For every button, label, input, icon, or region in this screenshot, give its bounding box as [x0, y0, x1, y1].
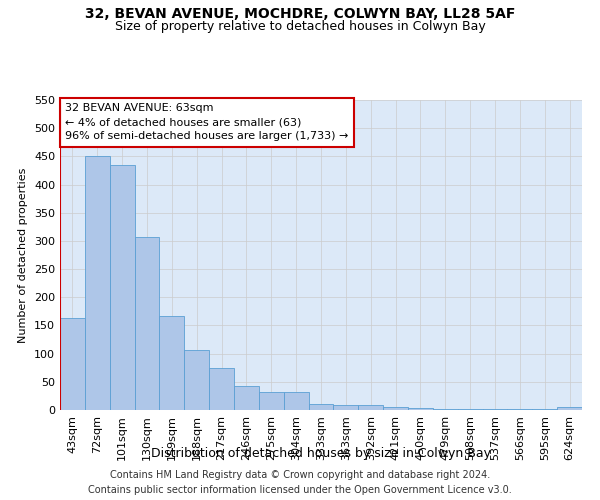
Bar	[259, 392, 284, 410]
Bar	[284, 392, 308, 410]
Bar	[383, 407, 408, 410]
Bar	[60, 318, 85, 410]
Text: 32 BEVAN AVENUE: 63sqm
← 4% of detached houses are smaller (63)
96% of semi-deta: 32 BEVAN AVENUE: 63sqm ← 4% of detached …	[65, 103, 349, 141]
Y-axis label: Number of detached properties: Number of detached properties	[19, 168, 28, 342]
Text: Size of property relative to detached houses in Colwyn Bay: Size of property relative to detached ho…	[115, 20, 485, 33]
Bar	[110, 165, 134, 410]
Bar	[334, 405, 358, 410]
Bar	[358, 405, 383, 410]
Bar	[433, 409, 458, 410]
Text: Contains HM Land Registry data © Crown copyright and database right 2024.: Contains HM Land Registry data © Crown c…	[110, 470, 490, 480]
Bar	[234, 386, 259, 410]
Text: 32, BEVAN AVENUE, MOCHDRE, COLWYN BAY, LL28 5AF: 32, BEVAN AVENUE, MOCHDRE, COLWYN BAY, L…	[85, 8, 515, 22]
Text: Contains public sector information licensed under the Open Government Licence v3: Contains public sector information licen…	[88, 485, 512, 495]
Bar	[557, 407, 582, 410]
Bar	[408, 408, 433, 410]
Bar	[160, 316, 184, 410]
Bar	[482, 409, 508, 410]
Bar	[308, 404, 334, 410]
Bar	[458, 409, 482, 410]
Text: Distribution of detached houses by size in Colwyn Bay: Distribution of detached houses by size …	[151, 448, 491, 460]
Bar	[184, 350, 209, 410]
Bar	[209, 368, 234, 410]
Bar	[85, 156, 110, 410]
Bar	[134, 237, 160, 410]
